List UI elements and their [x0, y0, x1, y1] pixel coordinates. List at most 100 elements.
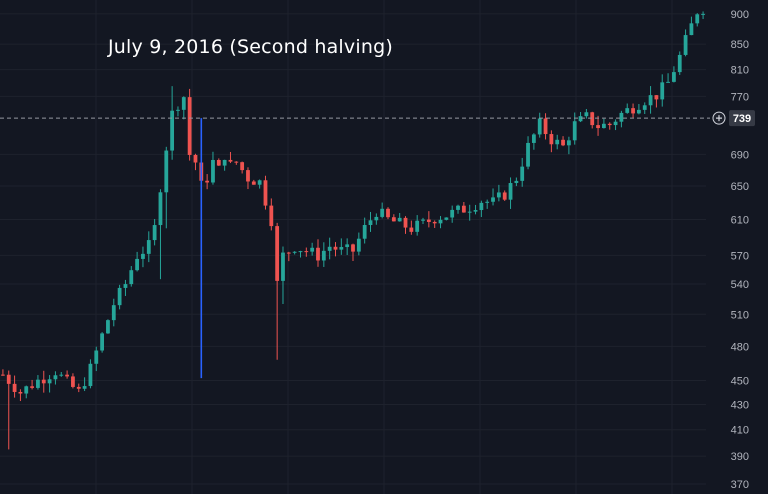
- candle-body: [607, 123, 612, 126]
- candle-body: [36, 379, 40, 388]
- plus-circle-icon[interactable]: [712, 111, 726, 125]
- candle-body: [187, 97, 192, 155]
- candle-body: [181, 97, 186, 110]
- candle-body: [216, 159, 221, 166]
- y-tick-label: 540: [731, 279, 749, 291]
- candle-body: [467, 211, 472, 213]
- y-tick-label: 510: [731, 309, 749, 321]
- candle-body: [666, 81, 670, 83]
- candle-body: [496, 192, 501, 198]
- candle-body: [193, 154, 198, 163]
- candle-body: [275, 226, 280, 281]
- candle-body: [590, 112, 595, 126]
- candle-body: [391, 217, 396, 222]
- candle-body: [234, 161, 239, 163]
- candle-body: [316, 247, 320, 261]
- candle-body: [479, 202, 484, 211]
- candle-body: [240, 162, 245, 171]
- candle-body: [566, 140, 571, 146]
- candle-body: [421, 219, 425, 221]
- candle-body: [526, 142, 530, 167]
- candle-body: [689, 23, 694, 36]
- candle-body: [117, 287, 122, 306]
- y-tick-label: 690: [731, 149, 749, 161]
- candle-body: [601, 123, 606, 129]
- candle-body: [648, 95, 653, 106]
- candle-body: [304, 251, 309, 253]
- candle-body: [485, 201, 490, 203]
- candle-body: [356, 238, 361, 252]
- candle-body: [310, 247, 315, 252]
- y-tick-label: 570: [731, 250, 749, 262]
- candle-body: [141, 253, 145, 259]
- candle-body: [251, 181, 256, 185]
- candle-body: [205, 180, 210, 183]
- y-tick-label: 430: [731, 400, 749, 412]
- candle-body: [549, 134, 554, 145]
- y-tick-label: 900: [731, 9, 749, 21]
- candle-body: [368, 220, 373, 226]
- candle-body: [170, 110, 175, 151]
- candle-body: [211, 159, 215, 183]
- candle-body: [333, 246, 338, 250]
- candle-body: [76, 386, 81, 389]
- candle-body: [321, 250, 326, 261]
- candle-body: [596, 125, 600, 129]
- candle-body: [695, 14, 700, 24]
- candle-body: [531, 134, 536, 143]
- candle-body: [508, 183, 513, 200]
- candle-body: [584, 112, 589, 117]
- candle-body: [473, 210, 478, 212]
- y-tick-label: 370: [731, 479, 749, 491]
- y-tick-label: 450: [731, 375, 749, 387]
- candle-body: [100, 333, 105, 351]
- candle-body: [176, 109, 180, 111]
- candle-body: [555, 139, 560, 145]
- candle-body: [642, 105, 647, 110]
- candle-body: [65, 374, 69, 377]
- candle-body: [450, 209, 455, 218]
- y-tick-label: 850: [731, 39, 749, 51]
- y-tick-label: 390: [731, 451, 749, 463]
- candle-body: [6, 374, 11, 384]
- candle-body: [263, 180, 268, 206]
- candle-body: [41, 379, 46, 384]
- candle-body: [374, 216, 379, 221]
- candle-body: [59, 374, 64, 376]
- candle-body: [456, 205, 460, 210]
- candle-body: [543, 118, 548, 135]
- candle-body: [415, 220, 420, 232]
- candle-body: [426, 219, 431, 222]
- candle-body: [47, 379, 52, 384]
- candle-body: [53, 375, 58, 380]
- candle-body: [339, 247, 344, 250]
- candle-body: [561, 139, 565, 146]
- candle-body: [30, 386, 34, 388]
- candle-body: [619, 112, 624, 122]
- y-tick-label: 810: [731, 65, 749, 77]
- candle-body: [111, 305, 116, 321]
- candle-body: [444, 217, 449, 220]
- candle-body: [403, 217, 408, 228]
- y-tick-label: 770: [731, 91, 749, 103]
- candle-body: [228, 159, 233, 162]
- candle-body: [246, 170, 250, 182]
- candle-body: [683, 35, 688, 55]
- candle-body: [537, 118, 542, 135]
- crosshair-price-box: [729, 110, 755, 127]
- candle-body: [345, 244, 350, 248]
- candle-body: [654, 95, 659, 100]
- candle-body: [269, 205, 274, 227]
- candle-body: [362, 225, 367, 239]
- candle-body: [397, 217, 402, 222]
- candle-body: [286, 252, 291, 254]
- candle-body: [491, 197, 495, 202]
- candle-body: [82, 386, 87, 389]
- candle-body: [386, 208, 390, 218]
- candle-body: [677, 54, 682, 73]
- candle-body: [438, 219, 443, 224]
- candle-body: [351, 244, 355, 252]
- candle-body: [123, 284, 128, 288]
- candle-body: [88, 363, 93, 387]
